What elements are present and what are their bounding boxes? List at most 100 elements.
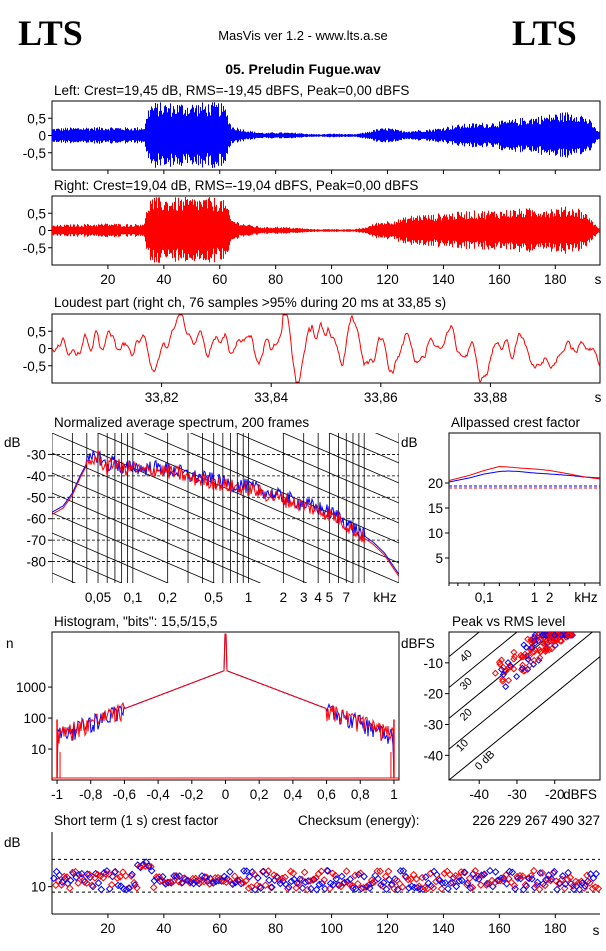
spectrum-title: Normalized average spectrum, 200 frames [54, 415, 309, 430]
short-term-x-tick: 160 [488, 921, 511, 936]
short-term-x-tick: 120 [376, 921, 399, 936]
peak-rms-y-tick: -40 [423, 748, 443, 763]
short-term-x-tick: 40 [156, 921, 171, 936]
right-waveform-x-tick: 160 [488, 272, 511, 287]
histogram-left-line [52, 634, 399, 778]
short-term-left-point [53, 869, 59, 875]
histogram-x-tick: -0,8 [79, 787, 102, 802]
histogram-x-tick: 0 [222, 787, 230, 802]
short-term-left-point [492, 869, 498, 875]
checksum-label: Checksum (energy): [298, 813, 420, 828]
short-term-left-point [95, 880, 101, 886]
spectrum-left-line [52, 451, 399, 574]
short-term-left-point [487, 868, 493, 874]
histogram-y-tick: 100 [23, 711, 46, 726]
peak-rms-point [503, 684, 509, 690]
crest-factor-frame [449, 433, 600, 583]
short-term-y-tick: 10 [31, 880, 46, 895]
peak-rms-point [493, 670, 499, 676]
spectrum-diagonal-grid [52, 613, 399, 763]
crest-factor-y-unit: dB [401, 435, 418, 450]
histogram-x-tick: 0,8 [351, 787, 370, 802]
crest-factor-x-unit: kHz [574, 590, 597, 605]
histogram-title: Histogram, "bits": 15,5/15,5 [54, 614, 217, 629]
short-term-crest-title: Short term (1 s) crest factor [54, 813, 219, 828]
crest-factor-y-tick: 10 [428, 526, 443, 541]
loudest-part-x-tick: 33,86 [364, 390, 398, 405]
short-term-left-point [434, 872, 440, 878]
right-waveform-x-tick: 100 [320, 272, 343, 287]
short-term-x-tick: 20 [100, 921, 115, 936]
loudest-part-y-tick: -0,5 [23, 359, 46, 374]
loudest-part-y-tick: 0,5 [27, 324, 46, 339]
right-waveform-x-tick: 120 [376, 272, 399, 287]
peak-rms-crest-label: 10 [454, 737, 471, 754]
short-term-left-point [372, 872, 378, 878]
short-term-right-point [343, 868, 349, 874]
short-term-x-tick: 180 [544, 921, 567, 936]
short-term-left-point [227, 869, 233, 875]
spectrum-plot-area [52, 193, 399, 843]
peak-rms-y-tick: -20 [423, 687, 443, 702]
right-waveform-x-tick: 140 [432, 272, 455, 287]
histogram-x-tick: -1 [51, 787, 63, 802]
histogram-x-tick: -0,6 [113, 787, 136, 802]
short-term-right-point [438, 886, 444, 892]
peak-rms-point [514, 674, 520, 680]
file-name: 05. Preludin Fugue.wav [225, 61, 381, 77]
short-term-right-point [447, 871, 453, 877]
spectrum-diagonal-grid [52, 513, 399, 663]
spectrum-x-unit: kHz [373, 590, 396, 605]
short-term-x-unit: s [593, 923, 600, 938]
crest-factor-x-tick: 1 [531, 590, 539, 605]
spectrum-diagonal-grid [52, 533, 399, 683]
short-term-right-point [430, 885, 436, 891]
loudest-part-signal [52, 315, 600, 382]
crest-factor-y-tick: 15 [428, 501, 443, 516]
crest-factor-y-tick: 5 [435, 551, 443, 566]
logo-left: LTS [18, 13, 83, 53]
spectrum-right-line [52, 450, 399, 577]
histogram-x-tick: -0,2 [180, 787, 203, 802]
peak-rms-crest-line [374, 533, 606, 780]
spectrum-x-tick: 0,5 [204, 590, 223, 605]
loudest-part-x-tick: 33,84 [254, 390, 288, 405]
crest-factor-x-tick: 0,1 [475, 590, 494, 605]
logo-right: LTS [512, 13, 577, 53]
right-waveform-x-unit: s [595, 272, 602, 287]
loudest-part-x-unit: s [595, 390, 602, 405]
short-term-left-point [375, 876, 381, 882]
loudest-part-x-tick: 33,82 [145, 390, 179, 405]
right-waveform-signal [53, 197, 600, 263]
short-term-right-point [151, 884, 157, 890]
right-waveform-x-tick: 60 [212, 272, 227, 287]
right-waveform-x-tick: 180 [544, 272, 567, 287]
spectrum-x-tick: 4 [314, 590, 322, 605]
short-term-x-tick: 100 [320, 921, 343, 936]
crest-factor-left-line [449, 471, 600, 482]
left-waveform-y-tick: -0,5 [23, 146, 46, 161]
left-waveform-title: Left: Crest=19,45 dB, RMS=-19,45 dBFS, P… [54, 83, 409, 98]
left-waveform-y-tick: 0,5 [27, 111, 46, 126]
short-term-right-point [301, 869, 307, 875]
histogram-x-tick: 0,2 [250, 787, 269, 802]
app-title: MasVis ver 1.2 - www.lts.a.se [218, 28, 388, 43]
short-term-right-point [109, 882, 115, 888]
peak-rms-x-tick: -20 [545, 787, 565, 802]
spectrum-x-tick: 3 [300, 590, 308, 605]
loudest-part-title: Loudest part (right ch, 76 samples >95% … [54, 295, 446, 310]
peak-rms-y-tick: -30 [423, 718, 443, 733]
spectrum-y-tick: -50 [26, 490, 46, 505]
peak-rms-x-tick: -30 [507, 787, 527, 802]
histogram-right-line [52, 634, 399, 778]
spectrum-diagonal-grid [52, 373, 399, 523]
short-term-x-tick: 60 [212, 921, 227, 936]
spectrum-x-tick: 5 [326, 590, 334, 605]
short-term-right-point [534, 882, 540, 888]
left-waveform-signal [53, 102, 600, 168]
histogram-x-tick: 1 [390, 787, 398, 802]
spectrum-x-tick: 1 [245, 590, 253, 605]
peak-rms-x-tick: -40 [469, 787, 489, 802]
histogram-y-unit: n [6, 636, 14, 651]
